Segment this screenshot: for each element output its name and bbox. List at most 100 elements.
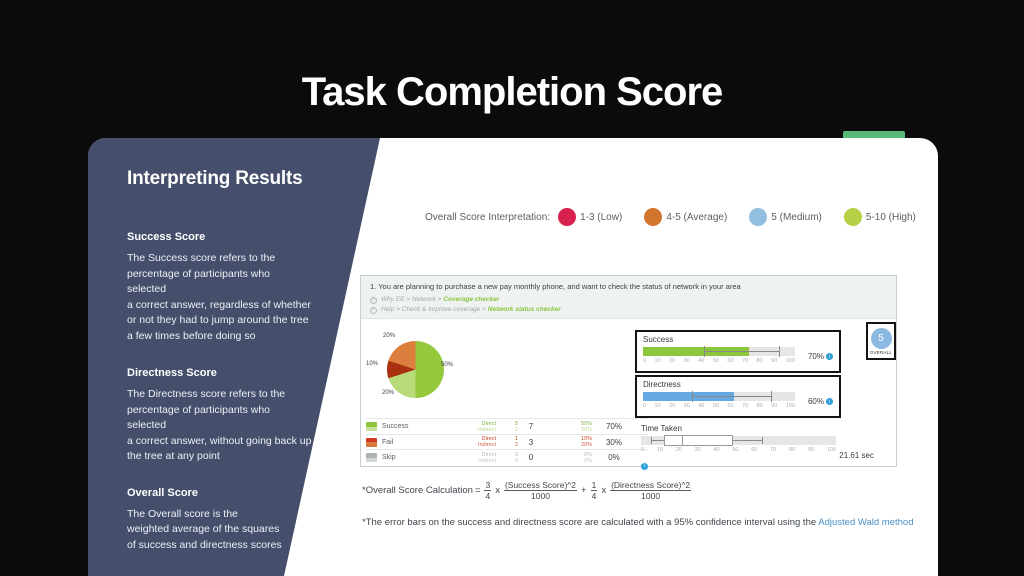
info-icon[interactable]: i xyxy=(826,353,833,360)
high-score-dot-icon xyxy=(843,208,862,226)
pie-chart xyxy=(387,341,444,398)
indirect-count: 0 xyxy=(514,457,518,464)
times-sign: x xyxy=(601,485,607,496)
box-cap-max xyxy=(761,437,763,444)
error-bars-footnote: *The error bars on the success and direc… xyxy=(362,517,914,528)
row-label: Fail xyxy=(382,438,394,446)
content-card: Interpreting Results Success Score The S… xyxy=(88,138,938,576)
legend-item-medium: 5 (Medium) xyxy=(749,208,822,226)
indirect-pct: 0% xyxy=(584,457,592,464)
score-legend: Overall Score Interpretation: 1-3 (Low) … xyxy=(425,208,938,226)
overall-score-badge: 5 OVERALL xyxy=(866,322,896,360)
tick-label: 60 xyxy=(751,447,758,453)
table-row-success: Success Direct Indirect 5 2 7 50% 20% 70… xyxy=(366,418,648,434)
tick-label: 70 xyxy=(770,447,777,453)
directness-bar-title: Directness xyxy=(643,380,681,389)
legend-item-label: 4-5 (Average) xyxy=(666,211,728,223)
tick-label: 70 xyxy=(741,403,749,409)
directness-score-heading: Directness Score xyxy=(127,367,217,379)
path-prefix: Why EE > Network > xyxy=(381,296,442,303)
time-axis-ticks: 0 10 20 30 40 50 60 70 80 90 100 xyxy=(641,447,836,453)
total-pct: 0% xyxy=(608,453,620,462)
results-screenshot: 1. You are planning to purchase a new pa… xyxy=(360,275,897,470)
legend-item-label: 5-10 (High) xyxy=(865,211,916,223)
indirect-label: Indirect xyxy=(477,457,496,464)
time-taken-value: 21.61 sec xyxy=(839,450,874,460)
time-taken-section: Time Taken 0 10 20 30 40 50 60 70 80 90 100 i xyxy=(635,421,880,472)
tick-label: 50 xyxy=(712,403,719,409)
medium-score-dot-icon xyxy=(749,208,768,226)
overall-score-body: The Overall score is the weighted averag… xyxy=(127,507,282,551)
tick-label: 0 xyxy=(643,403,647,409)
answer-pie-wrap: 20% 10% 50% 20% xyxy=(361,319,476,414)
slide-title: Task Completion Score xyxy=(301,70,724,114)
direct-label: Direct xyxy=(481,420,496,427)
check-icon: ✓ xyxy=(370,296,377,304)
time-taken-title: Time Taken xyxy=(641,424,682,433)
indirect-label: Indirect xyxy=(477,426,496,433)
time-boxplot-track xyxy=(641,435,836,446)
indirect-count: 2 xyxy=(514,426,518,433)
success-score-heading: Success Score xyxy=(127,231,206,243)
overall-badge-label: OVERALL xyxy=(869,349,893,355)
adjusted-wald-link[interactable]: Adjusted Wald method xyxy=(818,517,914,528)
overall-score-heading: Overall Score xyxy=(127,486,198,499)
legend-item-label: 5 (Medium) xyxy=(771,211,822,223)
success-bar-title: Success xyxy=(643,335,674,344)
tick-label: 90 xyxy=(771,358,778,364)
fraction: (Directness Score)^2 1000 xyxy=(610,480,692,501)
tick-label: 100 xyxy=(785,358,795,364)
fail-swatch-icon xyxy=(366,437,377,447)
direct-pct: 50% xyxy=(580,420,592,427)
indirect-label: Indirect xyxy=(477,442,496,448)
legend-label: Overall Score Interpretation: xyxy=(425,211,551,223)
formula-label: *Overall Score Calculation xyxy=(362,485,473,496)
tick-label: 60 xyxy=(727,403,734,409)
table-row-skip: Skip Direct Indirect 0 0 0 0% 0% 0% xyxy=(366,449,648,465)
correct-path-1: ✓ Why EE > Network > Coverage checker xyxy=(370,295,887,305)
average-score-dot-icon xyxy=(644,208,663,226)
direct-count: 5 xyxy=(514,420,518,427)
info-icon[interactable]: i xyxy=(641,462,648,470)
path-highlight: Network status checker xyxy=(487,306,561,313)
task-header: 1. You are planning to purchase a new pa… xyxy=(361,276,896,319)
pie-label-success-direct: 50% xyxy=(441,362,454,368)
success-bar-panel: Success 0 10 20 30 40 50 60 70 80 90 100 70% i xyxy=(635,330,841,373)
tick-label: 30 xyxy=(694,447,701,453)
tick-label: 0 xyxy=(641,447,645,453)
tick-label: 60 xyxy=(727,358,734,364)
total-pct: 30% xyxy=(605,437,622,447)
total-count: 3 xyxy=(528,437,534,447)
direct-pct: 0% xyxy=(584,451,592,458)
tick-label: 70 xyxy=(741,358,749,364)
tick-label: 20 xyxy=(675,447,682,453)
info-icon[interactable]: i xyxy=(826,398,833,405)
tick-label: 90 xyxy=(807,447,814,453)
sidebar-title: Interpreting Results xyxy=(127,168,303,189)
fraction: (Success Score)^2 1000 xyxy=(503,480,578,501)
overall-score-circle: 5 xyxy=(870,327,892,349)
directness-bar-fill xyxy=(643,392,735,401)
success-value: 70% xyxy=(807,352,824,361)
task-question: 1. You are planning to purchase a new pa… xyxy=(370,282,741,291)
success-error-bar xyxy=(703,346,780,357)
directness-error-bar xyxy=(691,391,773,402)
success-axis-ticks: 0 10 20 30 40 50 60 70 80 90 100 xyxy=(643,358,795,364)
tick-label: 10 xyxy=(654,358,661,364)
tick-label: 80 xyxy=(756,403,763,409)
table-row-fail: Fail Direct Indirect 1 2 3 10% 20% 30% xyxy=(366,433,648,450)
pie-label-success-indirect: 20% xyxy=(382,390,395,396)
direct-label: Direct xyxy=(481,451,496,458)
tick-label: 30 xyxy=(683,358,690,364)
directness-score-body: The Directness score refers to the perce… xyxy=(127,388,312,462)
tick-label: 100 xyxy=(826,447,836,453)
tick-label: 20 xyxy=(669,403,676,409)
row-label: Skip xyxy=(382,454,396,461)
tick-label: 90 xyxy=(771,403,778,409)
path-highlight: Coverage checker xyxy=(443,296,500,303)
tick-label: 40 xyxy=(698,403,705,409)
tick-label: 0 xyxy=(643,358,647,364)
results-table: Success Direct Indirect 5 2 7 50% 20% 70… xyxy=(366,418,648,465)
